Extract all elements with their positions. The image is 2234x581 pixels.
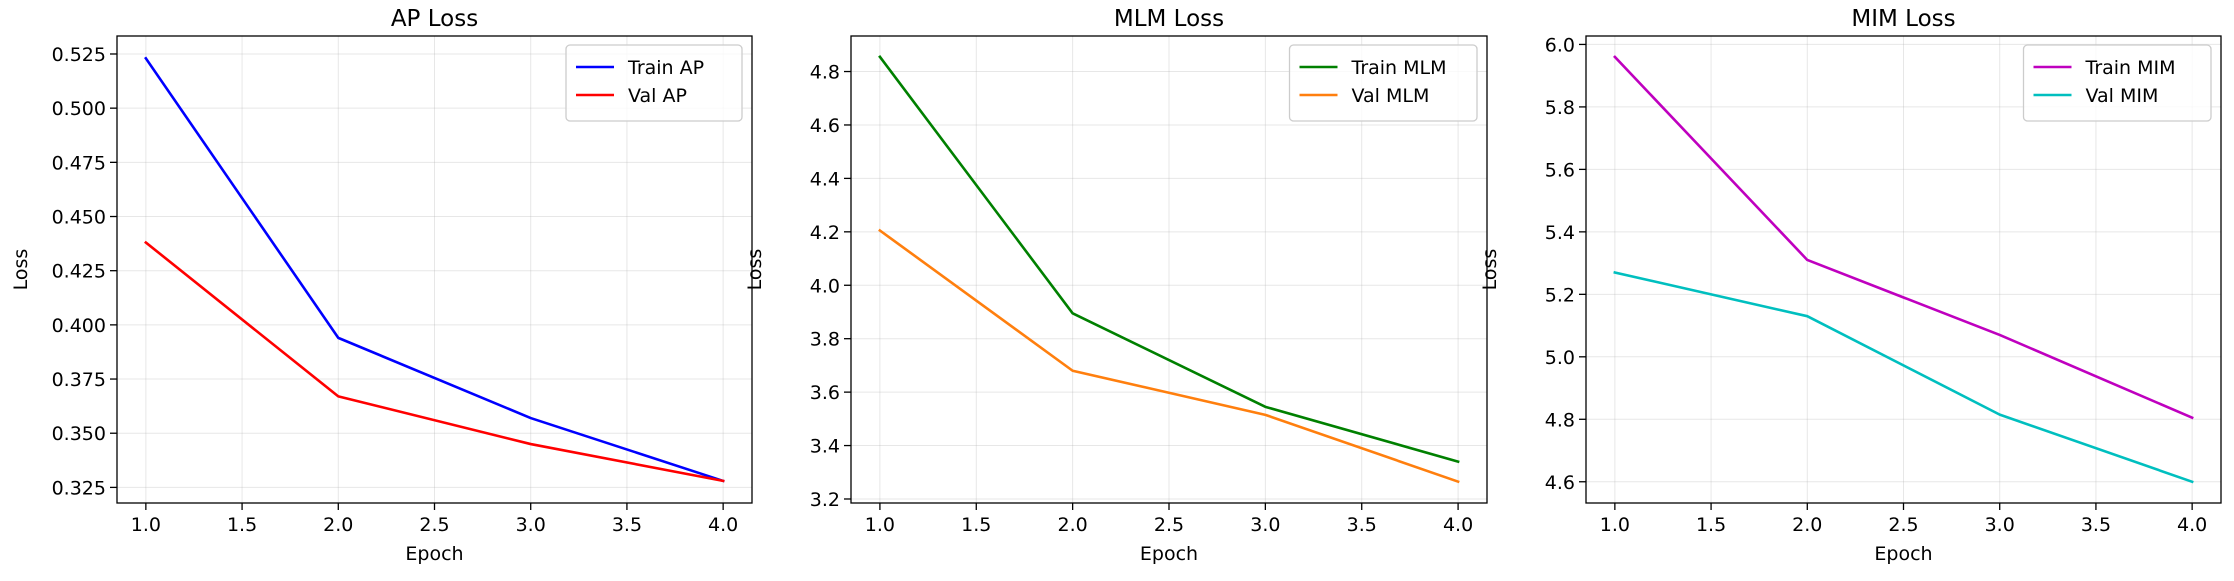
y-tick-label: 5.2 (1545, 284, 1575, 306)
y-tick-label: 4.6 (810, 115, 840, 137)
y-tick-label: 5.6 (1545, 159, 1575, 181)
x-tick-label: 1.0 (1600, 514, 1630, 536)
y-tick-label: 4.8 (810, 62, 840, 84)
chart-panel-2: 1.0 1.5 2.0 2.5 3.0 3.5 4.0 3.2 3.4 3.6 3.8 4.0 4.2 4… (744, 6, 1488, 565)
y-tick-label: 0.350 (52, 423, 106, 445)
legend-entry: Train AP (627, 57, 704, 79)
x-tick-label: 4.0 (1443, 514, 1473, 536)
y-tick-label: 6.0 (1545, 34, 1575, 56)
x-tick-label: 3.0 (1250, 514, 1280, 536)
y-tick-label: 0.475 (52, 152, 106, 174)
x-tick-label: 3.5 (612, 514, 642, 536)
x-tick-label: 4.0 (2177, 514, 2207, 536)
legend: Train AP Val AP (565, 44, 743, 122)
x-axis-label: Epoch (405, 543, 463, 565)
series-line-val-mlm (878, 228, 1460, 484)
legend-box (2022, 44, 2212, 122)
y-axis-label: Loss (10, 249, 32, 291)
x-tick-label: 1.5 (227, 514, 257, 536)
y-tick-label: 0.325 (52, 477, 106, 499)
legend-entry: Val AP (628, 85, 687, 107)
x-tick-label: 3.0 (516, 514, 546, 536)
y-tick-label: 5.8 (1545, 97, 1575, 119)
y-tick-label: 0.400 (52, 315, 106, 337)
chart-panel-3: 1.0 1.5 2.0 2.5 3.0 3.5 4.0 4.6 4.8 5.0 5.2 5.4 5.6 5… (1479, 6, 2222, 565)
x-tick-label: 3.0 (1985, 514, 2015, 536)
x-tick-label: 1.0 (865, 514, 895, 536)
y-tick-label: 4.8 (1545, 409, 1575, 431)
x-tick-label: 1.5 (1696, 514, 1726, 536)
y-tick-label: 5.4 (1545, 222, 1575, 244)
legend-box (565, 44, 743, 122)
x-tick-label: 2.5 (1888, 514, 1918, 536)
chart-title: MLM Loss (1114, 6, 1224, 32)
legend-entry: Val MLM (1352, 85, 1430, 107)
x-tick-label: 4.0 (708, 514, 738, 536)
y-axis-label: Loss (1479, 249, 1501, 291)
chart-title: MIM Loss (1851, 6, 1955, 32)
x-tick-label: 3.5 (1347, 514, 1377, 536)
series-line-val-ap (144, 240, 725, 483)
legend: Train MLM Val MLM (1288, 44, 1478, 122)
series-line-train-mim (1613, 55, 2194, 420)
y-tick-label: 4.6 (1545, 472, 1575, 494)
x-axis-label: Epoch (1140, 543, 1198, 565)
y-tick-label: 3.8 (810, 329, 840, 351)
x-tick-label: 2.0 (1792, 514, 1822, 536)
x-tick-label: 2.5 (419, 514, 449, 536)
x-tick-label: 2.5 (1154, 514, 1184, 536)
legend-entry: Train MIM (2085, 57, 2176, 79)
y-axis-label: Loss (744, 249, 766, 291)
chart-panel-1: 1.0 1.5 2.0 2.5 3.0 3.5 4.0 0.325 0.350 0.375 0.40… (10, 6, 753, 565)
y-tick-label: 4.0 (810, 275, 840, 297)
legend-entry: Val MIM (2086, 85, 2159, 107)
y-tick-label: 0.525 (52, 44, 106, 66)
x-tick-label: 2.0 (323, 514, 353, 536)
y-tick-label: 0.375 (52, 369, 106, 391)
y-tick-label: 4.2 (810, 222, 840, 244)
y-tick-label: 3.4 (810, 436, 840, 458)
legend-box (1288, 44, 1478, 122)
y-tick-label: 5.0 (1545, 347, 1575, 369)
x-tick-label: 3.5 (2081, 514, 2111, 536)
chart-title: AP Loss (391, 6, 478, 32)
y-tick-label: 0.425 (52, 261, 106, 283)
x-tick-label: 1.5 (961, 514, 991, 536)
series-line-val-mim (1613, 270, 2194, 484)
y-tick-label: 3.6 (810, 382, 840, 404)
x-tick-label: 2.0 (1058, 514, 1088, 536)
series-line-train-mlm (878, 55, 1460, 464)
x-tick-label: 1.0 (131, 514, 161, 536)
y-tick-label: 4.4 (810, 168, 840, 190)
y-tick-label: 0.500 (52, 98, 106, 120)
legend: Train MIM Val MIM (2022, 44, 2212, 122)
y-tick-label: 0.450 (52, 207, 106, 229)
y-tick-label: 3.2 (810, 489, 840, 511)
x-axis-label: Epoch (1874, 543, 1932, 565)
legend-entry: Train MLM (1351, 57, 1447, 79)
series-line-train-ap (144, 56, 725, 483)
